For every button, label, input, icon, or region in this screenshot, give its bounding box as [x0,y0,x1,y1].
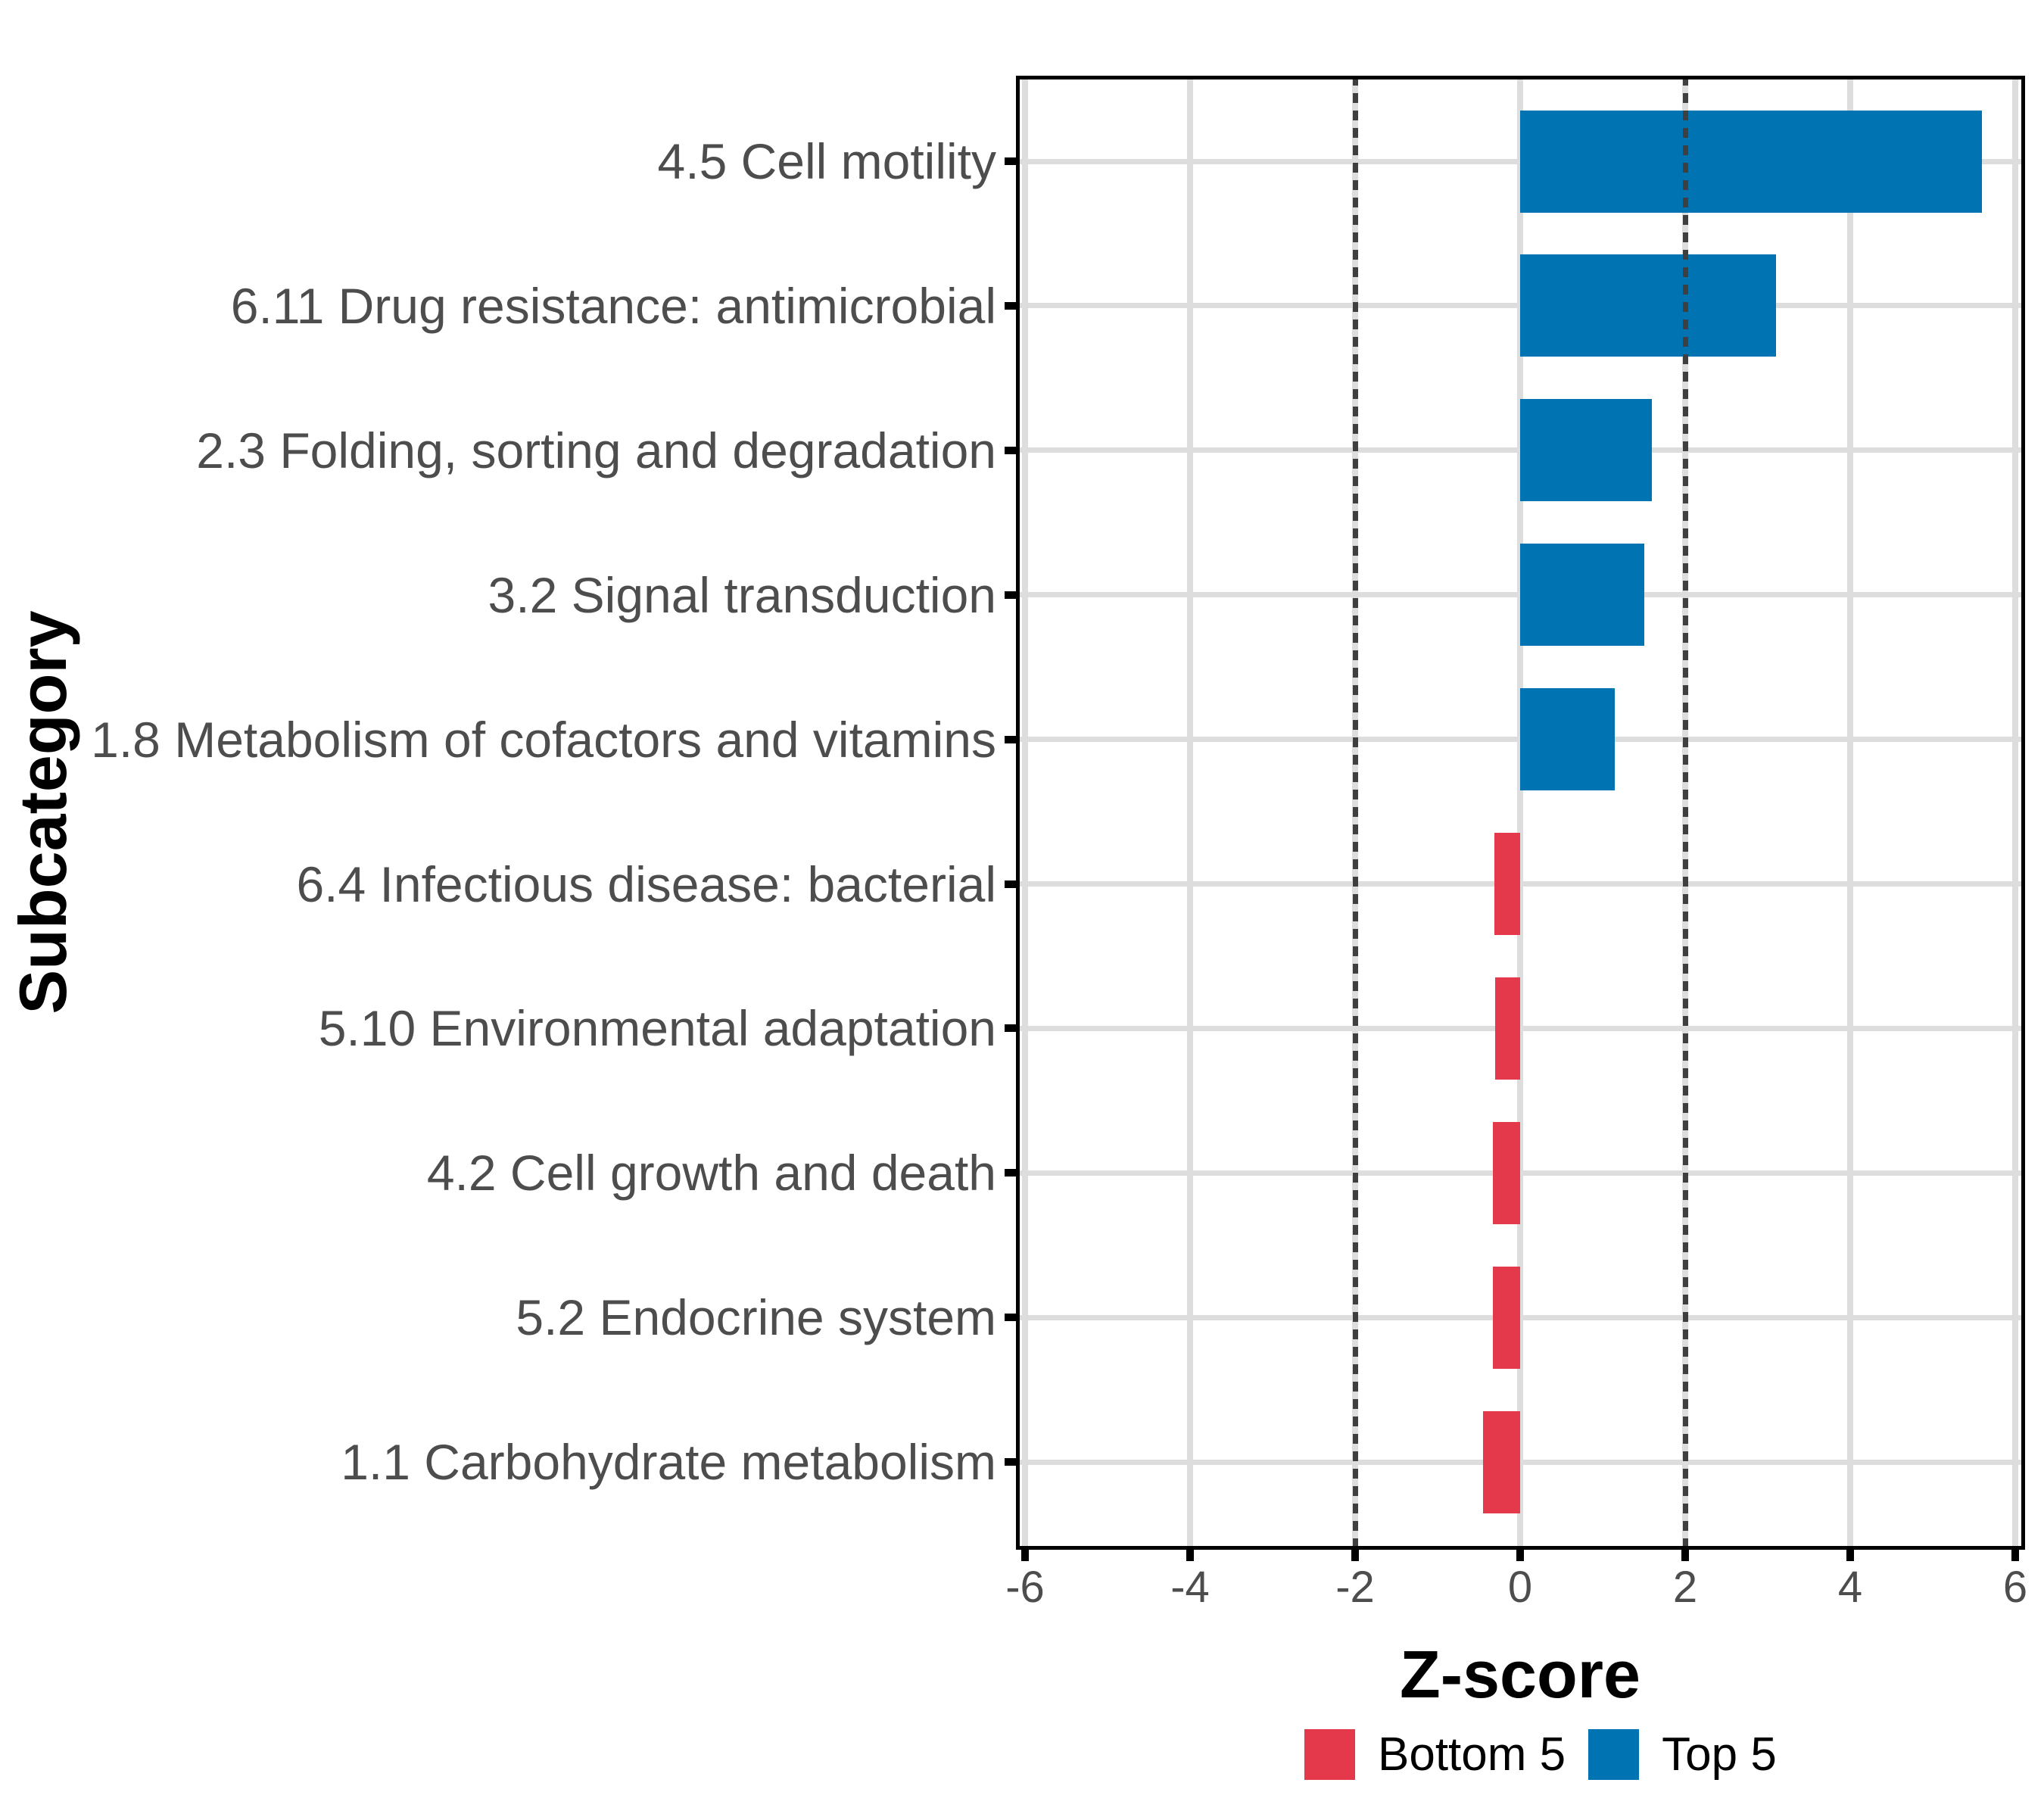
category-label: 1.8 Metabolism of cofactors and vitamins [91,711,996,768]
h-gridline [1016,1025,2025,1031]
v-gridline [1187,76,1193,1550]
x-tick [1846,1550,1854,1561]
reference-line [1682,76,1688,1550]
bar-0 [1520,110,1983,213]
h-gridline [1016,1459,2025,1465]
y-tick [1005,1314,1016,1322]
y-tick [1005,446,1016,454]
y-tick [1005,301,1016,310]
v-gridline [1847,76,1853,1550]
x-tick-label: -2 [1335,1563,1375,1612]
legend-swatch [1588,1729,1640,1780]
y-axis-title: Subcategory [5,610,80,1014]
y-tick [1005,591,1016,599]
x-tick-label: -6 [1005,1563,1045,1612]
plot-panel [1016,76,2025,1550]
legend: Bottom 5 Top 5 [1304,1729,1777,1780]
bar-8 [1493,1266,1520,1369]
category-label: 3.2 Signal transduction [488,566,996,623]
bar-3 [1520,544,1644,647]
y-tick [1005,1169,1016,1177]
v-gridline [2012,76,2018,1550]
category-label: 2.3 Folding, sorting and degradation [196,422,996,478]
h-gridline [1016,1314,2025,1320]
y-tick [1005,1458,1016,1466]
x-tick [1681,1550,1689,1561]
x-tick-label: -4 [1170,1563,1210,1612]
x-tick [1351,1550,1359,1561]
y-tick [1005,880,1016,888]
bar-9 [1482,1410,1520,1513]
legend-label: Bottom 5 [1378,1728,1566,1781]
reference-line [1352,76,1358,1550]
v-gridline [1517,76,1523,1550]
v-gridline [1022,76,1028,1550]
x-tick [1021,1550,1029,1561]
legend-label: Top 5 [1662,1728,1777,1781]
category-label: 6.4 Infectious disease: bacterial [296,856,996,912]
x-tick-label: 4 [1837,1563,1863,1612]
category-label: 4.5 Cell motility [657,133,996,189]
y-tick [1005,157,1016,165]
y-tick [1005,735,1016,743]
bar-6 [1495,977,1520,1080]
category-label: 6.11 Drug resistance: antimicrobial [230,277,996,334]
category-label: 5.10 Environmental adaptation [318,1000,996,1057]
category-label: 5.2 Endocrine system [516,1289,996,1346]
h-gridline [1016,1170,2025,1176]
bar-2 [1520,399,1653,502]
bar-7 [1493,1121,1520,1224]
h-gridline [1016,881,2025,887]
x-tick-label: 0 [1507,1563,1533,1612]
x-tick-label: 6 [2002,1563,2028,1612]
legend-item: Bottom 5 [1304,1729,1566,1780]
bar-1 [1520,254,1776,357]
legend-swatch [1304,1729,1355,1780]
legend-item: Top 5 [1588,1729,1777,1780]
x-axis-title: Z-score [1400,1637,1640,1712]
y-tick [1005,1024,1016,1033]
category-label: 4.2 Cell growth and death [426,1145,996,1201]
bar-5 [1494,833,1520,935]
category-label: 1.1 Carbohydrate metabolism [341,1434,996,1491]
x-tick [2011,1550,2019,1561]
x-tick [1186,1550,1194,1561]
bar-4 [1520,688,1616,791]
x-tick [1516,1550,1524,1561]
x-tick-label: 2 [1672,1563,1698,1612]
